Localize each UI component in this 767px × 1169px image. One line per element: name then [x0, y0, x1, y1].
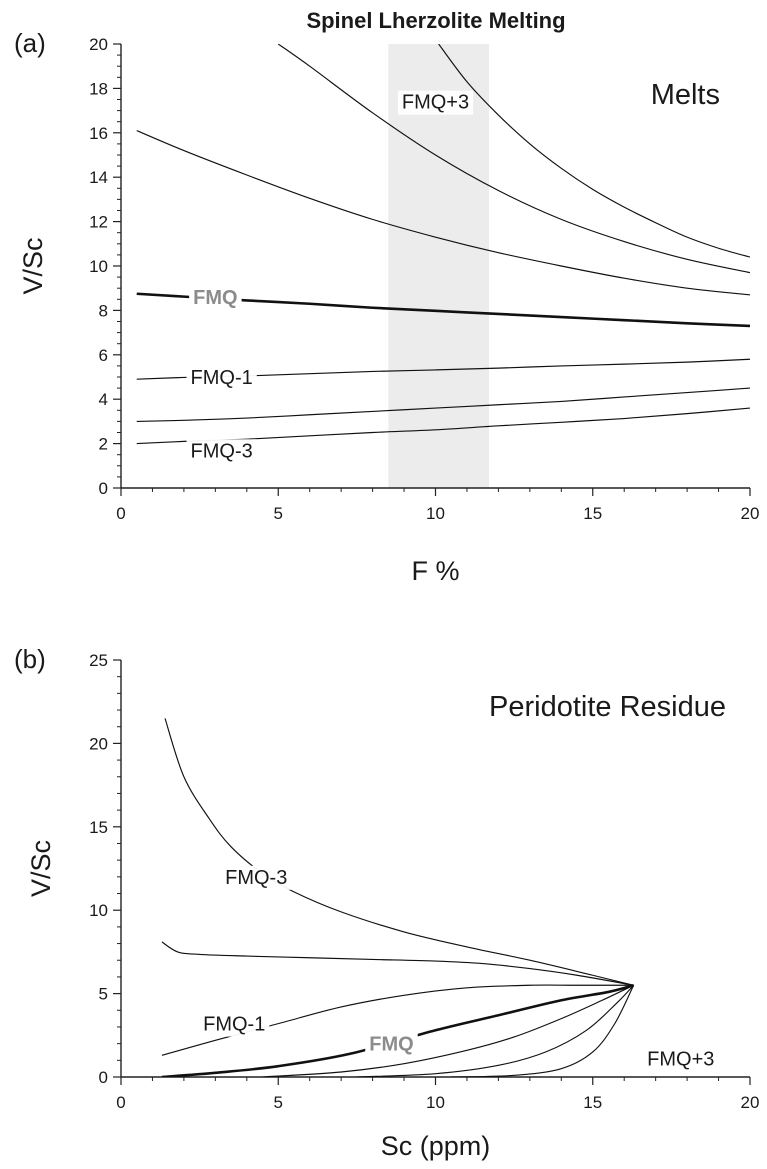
- series-line: [161, 941, 634, 986]
- curve-label-background: [221, 865, 292, 890]
- y-tick-label: 6: [99, 346, 108, 365]
- curve-label: FMQ+3: [647, 1049, 714, 1071]
- series-line-fmq-3: [164, 718, 634, 986]
- y-tick-label: 10: [89, 257, 108, 276]
- x-tick-label: 10: [426, 504, 445, 523]
- y-tick-label: 5: [99, 985, 108, 1004]
- figure-title: Spinel Lherzolite Melting: [306, 8, 565, 33]
- x-axis-label: Sc (ppm): [381, 1131, 491, 1161]
- curve-label-background: [186, 439, 257, 464]
- series-line: [356, 984, 635, 1077]
- curve-label-background: [397, 90, 474, 115]
- y-tick-label: 0: [99, 1068, 108, 1087]
- x-tick-label: 15: [583, 1093, 602, 1112]
- curve-label: FMQ+3: [402, 92, 469, 114]
- panel-a-melts-chart: 0 5 10 15 20 0 2 4 6 8 10 12 14 16 18 20 F % V/Sc (a) Melts…: [14, 28, 759, 586]
- y-tick-label: 10: [89, 901, 108, 920]
- series-line-fmq-3: [438, 44, 750, 258]
- curve-label-background: [186, 366, 257, 390]
- curve-label: FMQ-1: [203, 1014, 265, 1036]
- x-tick-label: 20: [741, 504, 760, 523]
- panel-b-residue-chart: 0 5 10 15 20 0 5 10 15 20 25 Sc (ppm) V/Sc (b) Peridot…: [14, 644, 759, 1161]
- series-line-fmq-3: [451, 985, 635, 1077]
- y-tick-label: 20: [89, 734, 108, 753]
- y-tick-label: 4: [99, 390, 108, 409]
- curve-label: FMQ-3: [225, 867, 287, 889]
- y-tick-label: 16: [89, 124, 108, 143]
- y-tick-label: 12: [89, 213, 108, 232]
- series-line: [262, 984, 634, 1077]
- x-tick-label: 0: [116, 1093, 125, 1112]
- series-line-fmq: [161, 984, 634, 1077]
- y-tick-label: 14: [89, 168, 108, 187]
- x-tick-label: 20: [741, 1093, 760, 1112]
- highlight-band: [388, 44, 489, 488]
- curve-label-background: [643, 1047, 719, 1072]
- panel-label: (a): [14, 28, 46, 58]
- chart-annotation: Peridotite Residue: [489, 691, 726, 723]
- y-tick-label: 0: [99, 479, 108, 498]
- curve-label-background: [189, 286, 242, 311]
- x-tick-label: 5: [274, 1093, 283, 1112]
- y-tick-label: 15: [89, 818, 108, 837]
- y-tick-label: 8: [99, 301, 108, 320]
- y-tick-label: 2: [99, 435, 108, 454]
- y-tick-label: 18: [89, 79, 108, 98]
- series-line: [136, 130, 750, 296]
- series-line-fmq-3: [136, 387, 750, 422]
- y-axis-label: V/Sc: [18, 237, 48, 294]
- curve-label: FMQ-3: [191, 440, 253, 462]
- curve-label: FMQ: [369, 1034, 413, 1056]
- series-line: [277, 44, 750, 274]
- x-axis-label: F %: [411, 556, 459, 586]
- curve-label-background: [199, 1012, 270, 1037]
- curve-label: FMQ: [193, 287, 237, 309]
- chart-annotation: Melts: [651, 79, 720, 111]
- curve-label-background: [365, 1032, 418, 1057]
- y-tick-label: 25: [89, 651, 108, 670]
- x-tick-label: 15: [583, 504, 602, 523]
- x-tick-label: 10: [426, 1093, 445, 1112]
- y-axis-label: V/Sc: [26, 840, 56, 897]
- curve-label: FMQ-1: [191, 367, 253, 389]
- x-tick-label: 0: [116, 504, 125, 523]
- y-tick-label: 20: [89, 35, 108, 54]
- x-tick-label: 5: [274, 504, 283, 523]
- panel-label: (b): [14, 644, 46, 674]
